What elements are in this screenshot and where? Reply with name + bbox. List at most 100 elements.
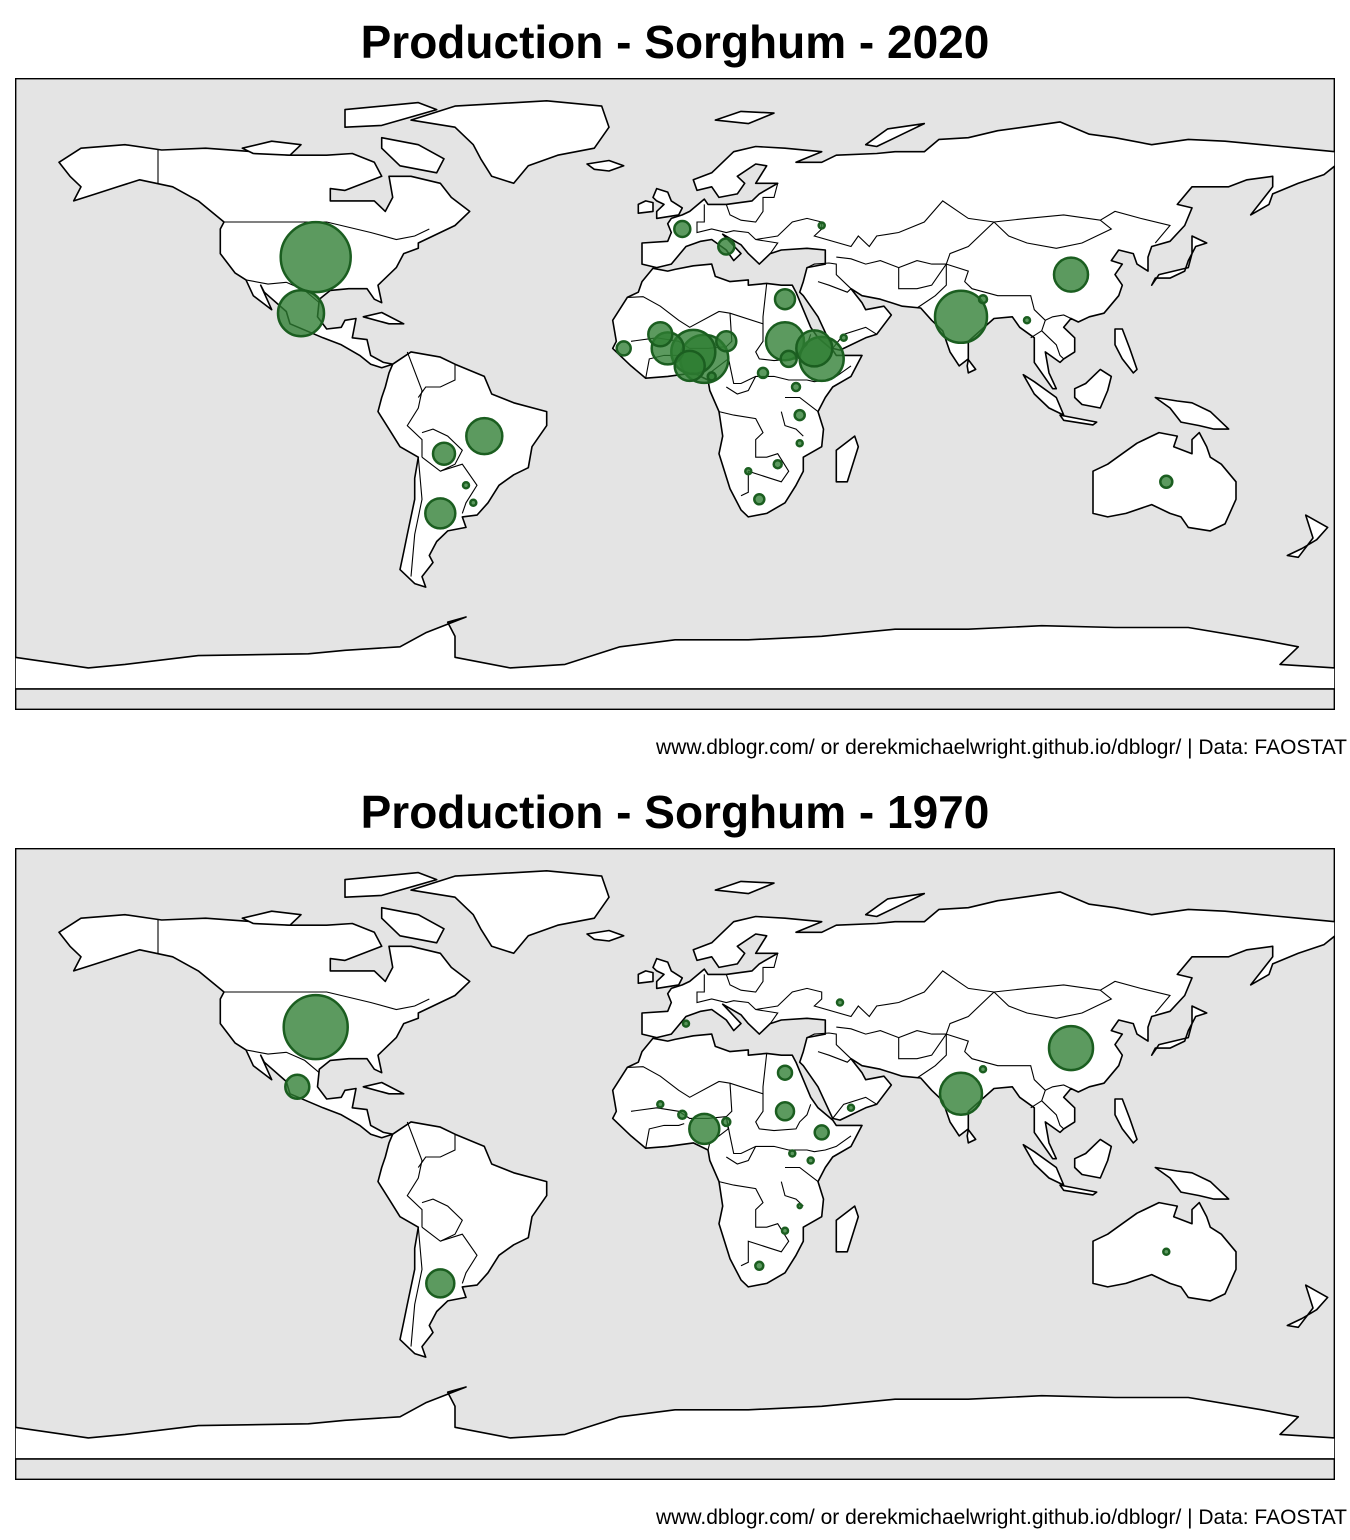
land-novaya-zemlya: [864, 122, 926, 148]
country-border: [817, 1051, 852, 1063]
production-bubble: [754, 1260, 765, 1272]
country-border: [898, 991, 995, 1039]
country-border: [946, 1033, 1046, 1109]
production-bubble: [817, 221, 826, 230]
country-border: [410, 457, 423, 577]
production-bubble: [813, 1124, 830, 1141]
land-indonesia-borneo: [1073, 368, 1113, 409]
production-bubble: [756, 366, 770, 380]
country-border: [645, 1123, 685, 1149]
production-bubble: [790, 381, 802, 393]
production-bubble: [431, 441, 457, 466]
production-bubble: [773, 287, 797, 311]
land-ireland: [637, 200, 654, 214]
production-bubble: [425, 1268, 456, 1299]
production-bubble: [774, 1101, 796, 1122]
production-bubble: [806, 1156, 815, 1165]
country-border: [406, 1121, 423, 1228]
land-madagascar: [835, 435, 860, 483]
land-iceland: [586, 159, 625, 172]
country-border: [725, 183, 779, 223]
production-bubble: [721, 1116, 732, 1128]
country-border: [993, 219, 1113, 249]
production-bubble: [779, 349, 798, 369]
land-sri-lanka: [966, 358, 977, 374]
country-border: [755, 970, 1171, 1018]
country-border: [725, 953, 779, 993]
country-border: [627, 283, 768, 328]
country-border: [726, 376, 757, 395]
production-bubble: [469, 498, 478, 508]
country-border: [785, 1166, 819, 1183]
land-baffin: [380, 136, 445, 174]
country-border: [946, 263, 1046, 339]
production-bubble: [1047, 1024, 1095, 1072]
land-victoria-island: [241, 140, 302, 156]
country-border: [785, 396, 819, 413]
country-border: [806, 262, 852, 290]
country-border: [916, 264, 947, 309]
production-bubble: [677, 1109, 688, 1121]
land-cuba: [362, 311, 405, 325]
land-antarctica: [15, 1386, 1335, 1460]
caption: www.dblogr.com/ or derekmichaelwright.gi…: [656, 1506, 1347, 1529]
land-north-america: [58, 913, 471, 1139]
land-ellesmere: [344, 871, 438, 898]
production-bubble: [706, 371, 717, 382]
land-ireland: [637, 970, 654, 984]
country-border: [410, 1227, 423, 1347]
production-bubble: [938, 1071, 984, 1117]
production-bubble: [795, 329, 834, 368]
country-border: [755, 1093, 812, 1132]
land-africa: [611, 263, 863, 518]
production-bubble: [276, 288, 326, 338]
country-border: [1045, 1084, 1072, 1091]
country-border: [725, 1083, 733, 1117]
country-border: [726, 1146, 757, 1165]
land-japan: [1150, 235, 1208, 286]
country-border: [406, 351, 423, 458]
production-bubble: [673, 219, 692, 239]
production-bubble: [282, 993, 349, 1061]
land-antarctica: [15, 616, 1335, 690]
country-border: [421, 428, 463, 472]
country-border: [836, 256, 899, 269]
production-bubble: [793, 408, 806, 422]
land-eurasia: [641, 121, 1335, 390]
land-south-america: [377, 351, 548, 588]
production-bubble: [688, 1112, 721, 1146]
country-border: [224, 991, 430, 1011]
land-new-guinea: [1154, 396, 1230, 430]
production-bubble: [839, 333, 848, 343]
country-border: [245, 1049, 320, 1074]
country-border: [627, 1053, 768, 1098]
land-philippines: [1114, 328, 1138, 374]
production-bubble: [933, 289, 989, 345]
country-border: [780, 1181, 804, 1207]
production-bubble: [656, 1100, 665, 1109]
production-bubble: [977, 293, 989, 305]
country-border: [421, 1198, 463, 1242]
country-border: [1041, 1100, 1065, 1130]
land-new-guinea: [1154, 1166, 1230, 1200]
production-bubble: [1052, 256, 1090, 293]
land-madagascar: [835, 1205, 860, 1253]
land-britain: [652, 187, 684, 220]
production-bubble: [673, 349, 706, 383]
production-bubble: [772, 458, 783, 470]
map-title: Production - Sorghum - 2020: [360, 16, 990, 68]
land-victoria-island: [241, 910, 302, 926]
country-border: [898, 1033, 947, 1060]
production-bubble: [753, 493, 766, 506]
country-border: [832, 326, 877, 349]
land-svalbard: [714, 880, 775, 895]
world-map: [15, 848, 1335, 1480]
land-new-zealand: [1286, 1284, 1329, 1329]
production-bubble: [796, 1202, 803, 1210]
land-new-zealand: [1286, 514, 1329, 559]
production-bubble: [780, 1226, 790, 1235]
map-title: Production - Sorghum - 1970: [360, 786, 990, 838]
land-britain: [652, 957, 684, 990]
country-border: [696, 204, 779, 254]
land-novaya-zemlya: [864, 892, 926, 918]
